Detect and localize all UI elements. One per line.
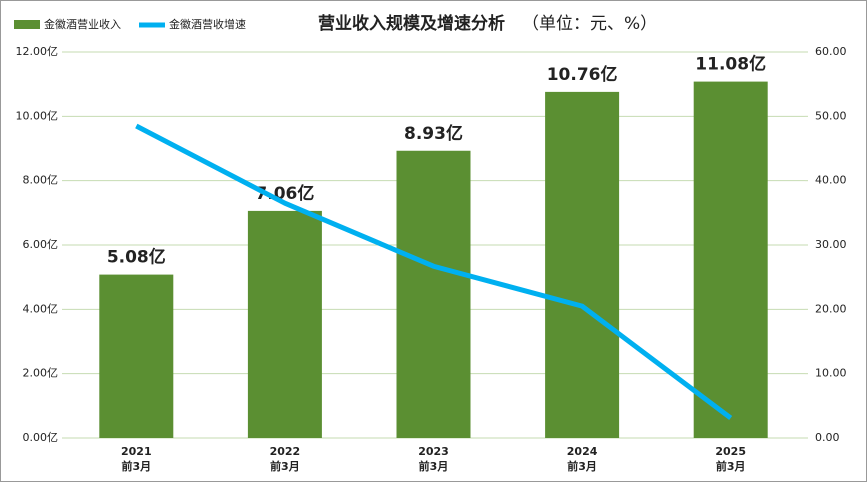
y-tick-label: 10.00亿 [16,109,59,122]
x-tick-sublabel: 前3月 [567,459,597,473]
bar-value-label: 8.93亿 [404,123,463,144]
y-tick-label: 8.00亿 [23,174,59,187]
legend-label: 金徽酒营收增速 [169,17,246,31]
bar-value-label: 11.08亿 [695,54,766,75]
x-tick-sublabel: 前3月 [716,459,746,473]
x-tick-label: 2023 [418,445,449,458]
bar [247,210,322,438]
x-tick-label: 2021 [121,445,152,458]
x-tick-sublabel: 前3月 [270,459,300,473]
y2-tick-label: 50.00 [815,109,847,122]
y2-tick-label: 40.00 [815,174,847,187]
legend-swatch [14,20,40,29]
y2-tick-label: 20.00 [815,302,847,315]
bar-value-label: 7.06亿 [255,183,314,204]
x-tick-label: 2024 [567,445,598,458]
y2-tick-label: 30.00 [815,238,847,251]
y2-tick-label: 60.00 [815,45,847,58]
bar [99,274,174,438]
x-tick-label: 2025 [715,445,746,458]
y2-tick-label: 10.00 [815,367,847,380]
bar [545,91,620,439]
chart-title: 营业收入规模及增速分析 [318,13,505,34]
bar-value-label: 10.76亿 [547,64,618,85]
y-tick-label: 2.00亿 [23,367,59,380]
y-tick-label: 4.00亿 [23,302,59,315]
y-tick-label: 6.00亿 [23,238,59,251]
y-tick-label: 0.00亿 [23,431,59,444]
y2-tick-label: 0.00 [815,431,840,444]
y-tick-label: 12.00亿 [16,45,59,58]
x-tick-sublabel: 前3月 [419,459,449,473]
bar [693,81,768,439]
bar-value-label: 5.08亿 [107,247,166,268]
bar [396,150,471,439]
line [135,123,733,421]
x-tick-label: 2022 [270,445,301,458]
legend-label: 金徽酒营业收入 [44,17,121,31]
x-tick-sublabel: 前3月 [121,459,151,473]
chart-subtitle: （单位：元、%） [522,14,657,34]
